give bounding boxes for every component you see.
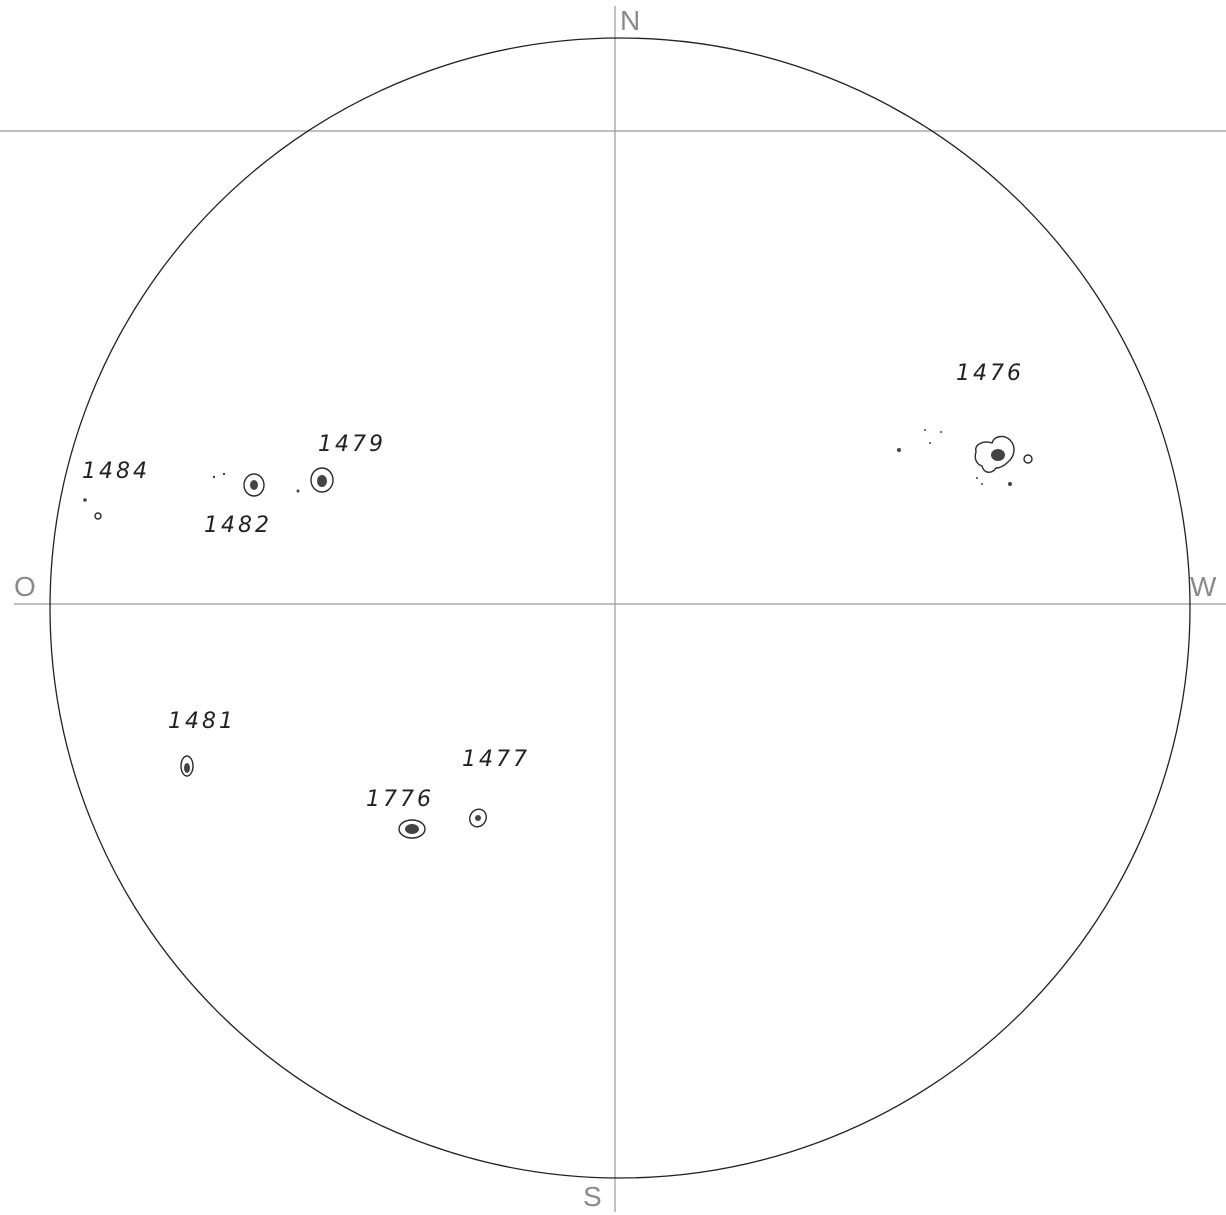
sunspot-pore xyxy=(929,442,931,444)
solar-disk xyxy=(49,37,1191,1179)
sunspot-pore xyxy=(94,512,102,520)
sunspot-pore xyxy=(212,475,216,479)
sunspot-penumbra xyxy=(974,435,1015,473)
sunspot-umbra xyxy=(317,475,327,487)
sunspot-pore xyxy=(296,489,300,493)
sunspot-penumbra xyxy=(310,467,334,493)
south-label: S xyxy=(583,1181,602,1212)
sunspot-pore xyxy=(924,429,926,431)
east-label: O xyxy=(14,571,36,602)
group-label: 1479 xyxy=(318,432,386,457)
group-label: 1481 xyxy=(168,709,236,734)
group-label: 1484 xyxy=(82,459,150,484)
group-label: 1477 xyxy=(462,747,530,772)
sunspot-penumbra xyxy=(469,808,487,828)
sunspot-pore xyxy=(981,483,983,485)
sunspot-pore xyxy=(1023,454,1033,464)
sunspot-umbra xyxy=(991,449,1005,461)
sunspot-pore xyxy=(940,431,942,433)
sunspot-penumbra xyxy=(243,473,265,497)
sunspot-umbra xyxy=(475,815,481,821)
sunspot-group-1477: 1477 xyxy=(462,747,530,828)
west-label: W xyxy=(1190,571,1217,602)
sunspot-group-1479: 1479 xyxy=(296,432,386,493)
sunspot-pore xyxy=(976,477,978,479)
sunspot-pore xyxy=(1008,482,1012,486)
sunspot-group-1776: 1776 xyxy=(366,787,434,839)
sunspot-umbra xyxy=(184,763,190,773)
group-label: 1476 xyxy=(956,361,1024,386)
sunspot-penumbra xyxy=(180,755,194,777)
sunspot-group-1484: 1484 xyxy=(82,459,150,520)
sunspot-penumbra xyxy=(398,819,426,839)
sunspot-group-1481: 1481 xyxy=(168,709,236,777)
sunspot-umbra xyxy=(250,480,258,490)
sunspot-pore xyxy=(83,498,87,502)
sunspot-pore xyxy=(222,472,226,476)
sunspot-pore xyxy=(897,448,901,452)
sunspot-umbra xyxy=(405,824,419,834)
north-label: N xyxy=(620,5,640,36)
group-label: 1482 xyxy=(204,513,272,538)
group-label: 1776 xyxy=(366,787,434,812)
sunspot-group-1482: 1482 xyxy=(204,472,272,538)
sunspot-group-1476: 1476 xyxy=(897,361,1033,486)
